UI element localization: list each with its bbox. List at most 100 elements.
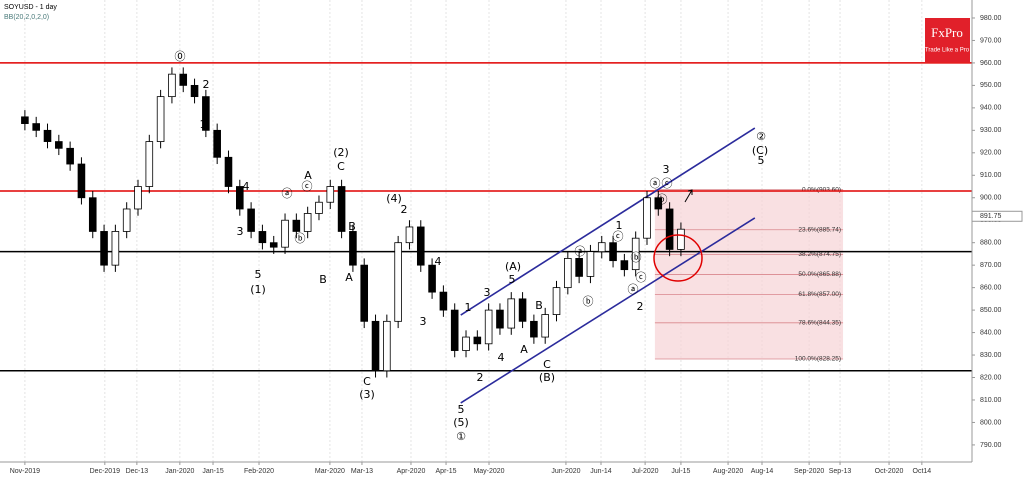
candle-body (507, 298, 516, 329)
wave-label: C (337, 160, 345, 173)
wave-label: 5 (758, 154, 765, 167)
wave-label: C (543, 358, 551, 371)
candle-body (269, 242, 278, 248)
candle-body (541, 314, 549, 338)
y-tick-label: 930.00 (980, 127, 1002, 134)
candle-body (597, 242, 606, 253)
candle-body (564, 258, 572, 289)
wave-label: 5 (509, 273, 516, 286)
candle-body (450, 309, 459, 351)
wave-label: 2 (477, 371, 484, 384)
candle-body (32, 123, 40, 131)
wave-label: A (520, 343, 528, 356)
wave-label: (B) (539, 371, 555, 384)
highlight-circle (653, 234, 703, 282)
candle-body (145, 141, 154, 187)
wave-label: (1) (250, 283, 266, 296)
y-tick-label: 810.00 (980, 397, 1002, 404)
projection-arrow (684, 189, 693, 203)
x-tick-label: Jan-2020 (165, 468, 194, 475)
last-price-box (971, 210, 1023, 222)
x-tick-label: Sep-13 (829, 468, 852, 475)
wave-label: ⓒ (613, 230, 624, 243)
candle-body (236, 186, 244, 210)
wave-label: ⓑ (657, 193, 668, 206)
plot-area: 0.0%(903.60) 23.6%(885.74) 38.2%(874.75) 50… (0, 0, 972, 462)
wave-label: ⓪ (175, 50, 186, 63)
wave-label: (C) (752, 144, 768, 157)
wave-label: ⓐ (282, 187, 293, 200)
wave-label: 1 (200, 118, 207, 131)
candle-body (462, 336, 470, 351)
wave-label: 5 (255, 268, 262, 281)
wave-label: 3 (420, 315, 427, 328)
wave-label: A (345, 271, 353, 284)
wave-label: ⓑ (583, 295, 594, 308)
y-tick-label: 900.00 (980, 195, 1002, 202)
candle-body (292, 219, 301, 232)
candle-body (371, 320, 380, 372)
x-tick-label: Apr-2020 (397, 468, 426, 475)
candle-body (484, 309, 493, 345)
logo-name: FxPro (931, 25, 963, 40)
candle-body (179, 73, 188, 86)
wave-label: ⓐ (628, 283, 639, 296)
x-tick-label: Jul-2020 (632, 468, 659, 475)
y-tick-label: 820.00 (980, 374, 1002, 381)
x-tick-label: Aug-14 (751, 468, 774, 475)
x-tick-label: May-2020 (473, 468, 504, 475)
candle-body (303, 213, 312, 232)
wave-label: ⓒ (302, 180, 313, 193)
x-tick-label: Jun-14 (590, 468, 612, 475)
candle-body (55, 141, 63, 149)
y-tick-label: 910.00 (980, 172, 1002, 179)
candle-body (394, 242, 402, 322)
y-tick-label: 830.00 (980, 352, 1002, 359)
candle-body (665, 208, 674, 250)
wave-label: ⓒ (636, 271, 647, 284)
wave-label: 3 (663, 163, 670, 176)
x-tick-label: Jun-2020 (551, 468, 580, 475)
x-tick-label: Sep-2020 (794, 468, 824, 475)
candle-body (100, 231, 108, 266)
candle-body (473, 336, 482, 345)
wave-label: 2 (637, 300, 644, 313)
candle-body (360, 264, 369, 322)
logo-box (925, 18, 970, 62)
candle-body (190, 84, 199, 98)
candle-body (383, 320, 391, 372)
wave-label: 3 (484, 286, 491, 299)
wave-label: ② (756, 130, 766, 143)
candle-body (496, 309, 504, 329)
wave-label: (A) (505, 260, 521, 273)
fib-label: 78.6%(844.35) (798, 320, 841, 327)
candle-body (609, 242, 617, 262)
y-tick-label: 970.00 (980, 37, 1002, 44)
wave-label: B (348, 220, 356, 233)
wave-label: 4 (498, 351, 505, 364)
candle-body (258, 231, 267, 244)
wave-label: 1 (465, 301, 472, 314)
x-tick-label: Dec-13 (126, 468, 149, 475)
wave-label: 2 (203, 78, 210, 91)
wave-label: A (304, 169, 312, 182)
candle-body (224, 156, 233, 187)
wave-label: (4) (386, 192, 402, 205)
candle-body (43, 129, 52, 142)
candle-body (247, 208, 255, 232)
wave-label: (5) (453, 416, 469, 429)
candle-body (654, 197, 663, 210)
fib-label: 0.0%(903.60) (802, 186, 841, 193)
candle-body (111, 231, 120, 266)
y-tick-label: 860.00 (980, 284, 1002, 291)
wave-label: (3) (359, 388, 375, 401)
fib-label: 38.2%(874.75) (798, 251, 841, 258)
candle-body (337, 186, 346, 232)
x-tick-label: Jan-15 (202, 468, 224, 475)
wave-label: ⓐ (650, 177, 661, 190)
candle-body (315, 201, 323, 214)
candle-body (326, 186, 335, 203)
candle-body (631, 237, 640, 271)
candle-body (428, 264, 436, 293)
